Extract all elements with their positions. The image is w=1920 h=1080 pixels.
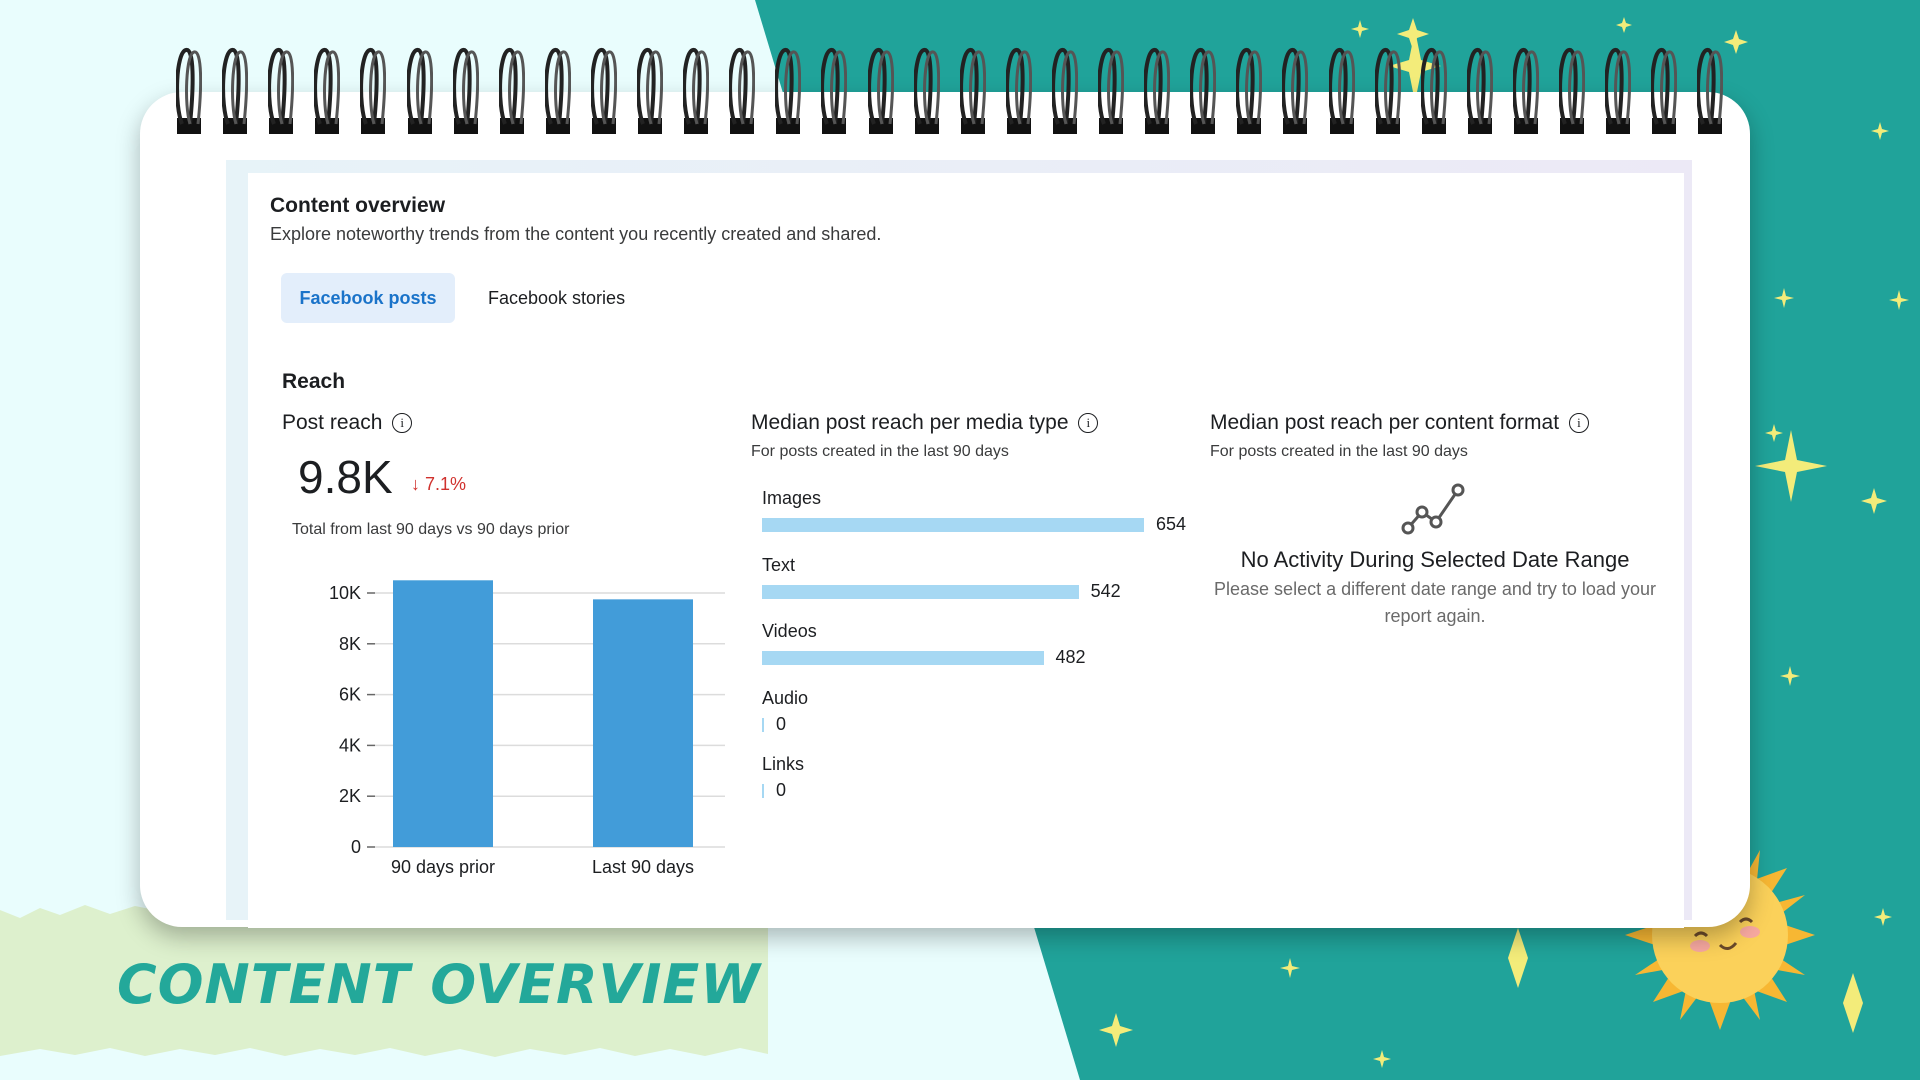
spiral-ring — [1328, 48, 1355, 134]
media-type-value-images: 654 — [1156, 514, 1187, 534]
media-type-value-videos: 482 — [1055, 647, 1086, 667]
y-tick-label: 6K — [339, 685, 361, 705]
media-type-bar-audio[interactable] — [762, 717, 764, 732]
torn-paper-strip — [0, 904, 768, 1057]
line-chart-icon — [1401, 483, 1465, 535]
media-type-label-images: Images — [762, 488, 822, 508]
media-type-value-audio: 0 — [776, 713, 787, 734]
spiral-ring — [729, 48, 756, 134]
bar-prior[interactable] — [393, 580, 493, 847]
spiral-ring — [1190, 48, 1217, 134]
media-type-label-links: Links — [762, 754, 805, 774]
section-title-reach: Reach — [282, 370, 346, 393]
spiral-ring — [176, 48, 202, 134]
spiral-ring — [360, 48, 387, 134]
media-type-bar-videos[interactable] — [762, 651, 1044, 665]
spiral-ring — [268, 48, 295, 134]
y-tick-label: 10K — [329, 583, 361, 603]
spiral-ring — [867, 48, 894, 134]
media-type-label-videos: Videos — [762, 621, 817, 641]
spiral-ring — [1374, 48, 1401, 134]
spiral-ring — [959, 48, 986, 134]
media-type-label-audio: Audio — [762, 687, 809, 708]
spiral-ring — [1420, 48, 1447, 134]
x-tick-label: Last 90 days — [592, 857, 694, 877]
spiral-ring — [406, 48, 433, 134]
page-subtitle: Explore noteworthy trends from the conte… — [270, 224, 882, 244]
media-type-bar-text[interactable] — [762, 584, 1079, 599]
post-reach-delta: ↓ 7.1% — [411, 474, 467, 494]
spiral-ring — [821, 48, 848, 134]
x-tick-label: 90 days prior — [391, 857, 495, 877]
media-type-title: Median post reach per media type i — [751, 411, 1099, 435]
post-reach-bar-chart: 0 2K 4K 6K 8K 10K 90 days prior Last 90 days — [329, 580, 725, 877]
media-type-subtitle: For posts created in the last 90 days — [751, 443, 1009, 460]
tab-facebook-stories[interactable]: Facebook stories — [488, 288, 626, 308]
spiral-ring — [1697, 48, 1724, 134]
y-tick-label: 2K — [339, 786, 361, 806]
spiral-ring — [1651, 48, 1678, 134]
post-reach-title: Post reach i — [282, 411, 413, 435]
info-icon[interactable]: i — [1078, 413, 1099, 433]
media-type-value-links: 0 — [776, 780, 787, 800]
spiral-ring — [913, 48, 940, 134]
empty-state-title: No Activity During Selected Date Range — [1240, 547, 1630, 572]
info-icon[interactable]: i — [392, 413, 413, 433]
media-type-bar-links[interactable] — [762, 784, 764, 798]
spiral-ring — [1512, 48, 1539, 134]
spiral-ring — [452, 48, 479, 134]
spiral-ring — [1005, 48, 1032, 134]
spiral-ring — [222, 48, 249, 134]
spiral-ring — [1098, 48, 1124, 134]
empty-state-message: Please select a different date range and… — [1214, 579, 1656, 626]
spiral-ring — [1144, 48, 1171, 134]
spiral-ring — [1559, 48, 1585, 134]
post-reach-caption: Total from last 90 days vs 90 days prior — [292, 521, 570, 538]
spiral-ring — [775, 48, 802, 134]
content-format-subtitle: For posts created in the last 90 days — [1210, 443, 1468, 460]
page-title: Content overview — [270, 194, 446, 217]
tab-facebook-posts[interactable]: Facebook posts — [281, 273, 455, 323]
y-tick-label: 0 — [351, 837, 361, 857]
bar-last[interactable] — [593, 599, 693, 847]
spiral-ring — [683, 48, 710, 134]
post-reach-label: Post reach — [282, 411, 383, 434]
spiral-ring — [590, 48, 617, 134]
y-tick-label: 4K — [339, 735, 361, 755]
spiral-ring — [544, 48, 571, 134]
spiral-ring — [1282, 48, 1309, 134]
spiral-ring — [637, 48, 663, 134]
spiral-ring — [1605, 48, 1632, 134]
spiral-ring — [498, 48, 525, 134]
info-icon[interactable]: i — [1568, 413, 1589, 433]
media-type-bar-images[interactable] — [762, 518, 1144, 532]
media-type-value-text: 542 — [1090, 580, 1121, 601]
media-type-label-text: Text — [762, 554, 796, 575]
spiral-ring — [1236, 48, 1263, 134]
content-format-label: Median post reach per content format — [1210, 411, 1560, 434]
sparkle-icon — [1099, 17, 1909, 1068]
spiral-ring — [1466, 48, 1493, 134]
spiral-ring — [1051, 48, 1078, 134]
spiral-ring — [314, 48, 341, 134]
post-reach-value: 9.8K — [298, 451, 393, 503]
media-type-label: Median post reach per media type — [751, 411, 1069, 434]
y-tick-label: 8K — [339, 634, 361, 654]
content-format-title: Median post reach per content format i — [1210, 411, 1589, 435]
banner-title: CONTENT OVERVIEW — [117, 953, 761, 1016]
